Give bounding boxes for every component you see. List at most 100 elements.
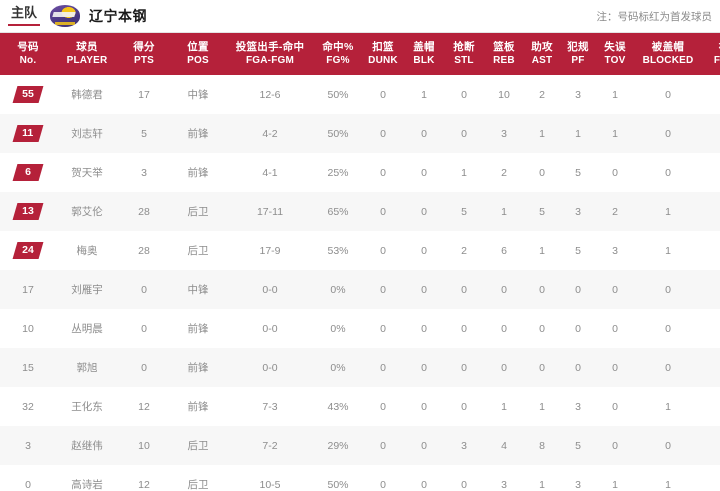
cell-player-name[interactable]: 赵继伟: [71, 440, 103, 452]
cell-pts: 28: [138, 205, 150, 218]
cell-stl: 3: [461, 439, 467, 452]
column-header-blk[interactable]: 盖帽 BLK: [404, 33, 444, 75]
cell-blocked: 0: [665, 166, 671, 179]
cell-tov: 1: [612, 478, 618, 491]
cell-jersey-number: 15: [22, 361, 34, 374]
cell-tov: 0: [612, 439, 618, 452]
cell-pts: 0: [141, 361, 147, 374]
column-header-pts[interactable]: 得分 PTS: [118, 33, 170, 75]
cell-player-name[interactable]: 郭旭: [76, 362, 98, 374]
cell-reb: 3: [501, 127, 507, 140]
cell-reb: 4: [501, 439, 507, 452]
cell-fga-fgm: 17-11: [256, 205, 284, 218]
cell-fg-pct: 0%: [330, 322, 346, 335]
cell-pos: 前锋: [187, 128, 209, 140]
cell-fouled: 3: [702, 426, 720, 465]
cell-tov: 2: [612, 205, 618, 218]
cell-player-name[interactable]: 高诗岩: [71, 479, 103, 491]
column-header-cn: 被盖帽: [651, 41, 685, 53]
column-header-cn: 篮板: [493, 41, 515, 53]
cell-player-name[interactable]: 刘志轩: [71, 128, 103, 140]
cell-player-name[interactable]: 韩德君: [71, 89, 103, 101]
cell-stl: 5: [461, 205, 467, 218]
starter-number-text: 55: [22, 88, 34, 100]
cell-pts: 5: [141, 127, 147, 140]
cell-pos: 后卫: [187, 206, 209, 218]
column-header-blocked[interactable]: 被盖帽 BLOCKED: [634, 33, 702, 75]
cell-dunk: 0: [380, 361, 386, 374]
box-score-table: 号码 No. 球员 PLAYER 得分 PTS 位置 POS 投篮出手-命中 FGA-FGM 命中%…: [0, 33, 720, 491]
cell-player-name[interactable]: 郭艾伦: [71, 206, 103, 218]
cell-player-name[interactable]: 王化东: [71, 401, 103, 413]
cell-fouled: 1: [702, 465, 720, 491]
cell-fouled: 0: [702, 348, 720, 387]
cell-jersey-number: 32: [22, 400, 34, 413]
column-header-en: FG%: [326, 55, 350, 66]
column-header-fga-fgm[interactable]: 投篮出手-命中 FGA-FGM: [226, 33, 314, 75]
tab-home-team[interactable]: 主队: [8, 6, 41, 26]
cell-stl: 2: [461, 244, 467, 257]
column-header-ast[interactable]: 助攻 AST: [524, 33, 560, 75]
column-header-cn: 失误: [604, 41, 626, 53]
cell-player-name[interactable]: 梅奥: [76, 245, 98, 257]
cell-ast: 1: [539, 400, 545, 413]
cell-stl: 1: [461, 166, 467, 179]
cell-blk: 0: [421, 439, 427, 452]
cell-jersey-number: 55: [0, 75, 56, 114]
cell-reb: 1: [501, 205, 507, 218]
cell-dunk: 0: [380, 439, 386, 452]
cell-player-name[interactable]: 丛明晨: [71, 323, 103, 335]
cell-blocked: 0: [665, 361, 671, 374]
cell-blk: 0: [421, 205, 427, 218]
column-header-tov[interactable]: 失误 TOV: [596, 33, 634, 75]
cell-dunk: 0: [380, 322, 386, 335]
cell-fga-fgm: 7-2: [262, 439, 278, 452]
cell-dunk: 0: [380, 478, 386, 491]
cell-jersey-number: 3: [25, 439, 31, 452]
column-header-stl[interactable]: 抢断 STL: [444, 33, 484, 75]
cell-dunk: 0: [380, 400, 386, 413]
cell-blk: 0: [421, 127, 427, 140]
cell-pos: 前锋: [187, 323, 209, 335]
cell-ast: 2: [539, 88, 545, 101]
column-header-cn: 盖帽: [413, 41, 435, 53]
cell-fg-pct: 43%: [327, 400, 349, 413]
cell-player-name[interactable]: 贺天举: [71, 167, 103, 179]
cell-stl: 0: [461, 127, 467, 140]
cell-stl: 0: [461, 478, 467, 491]
cell-tov: 0: [612, 400, 618, 413]
column-header-pos[interactable]: 位置 POS: [170, 33, 226, 75]
cell-player-name[interactable]: 刘雁宇: [71, 284, 103, 296]
cell-tov: 0: [612, 322, 618, 335]
cell-tov: 0: [612, 283, 618, 296]
cell-blocked: 0: [665, 283, 671, 296]
cell-tov: 1: [612, 127, 618, 140]
column-header-reb[interactable]: 篮板 REB: [484, 33, 524, 75]
cell-pf: 5: [575, 166, 581, 179]
cell-fga-fgm: 4-2: [262, 127, 278, 140]
cell-dunk: 0: [380, 88, 386, 101]
column-header-no[interactable]: 号码 No.: [0, 33, 56, 75]
starter-number-badge: 24: [12, 242, 44, 259]
cell-jersey-number: 17: [22, 283, 34, 296]
cell-pos: 前锋: [187, 167, 209, 179]
table-body: 55韩德君17中锋12-650%010102310544'42"11刘志轩5前锋…: [0, 75, 720, 491]
starter-number-badge: 55: [12, 86, 44, 103]
column-header-pf[interactable]: 犯规 PF: [560, 33, 596, 75]
cell-stl: 0: [461, 283, 467, 296]
column-header-fouled[interactable]: 被犯规FOULED: [702, 33, 720, 75]
column-header-fg[interactable]: 命中% FG%: [314, 33, 362, 75]
column-header-player[interactable]: 球员 PLAYER: [56, 33, 118, 75]
column-header-dunk[interactable]: 扣篮 DUNK: [362, 33, 404, 75]
